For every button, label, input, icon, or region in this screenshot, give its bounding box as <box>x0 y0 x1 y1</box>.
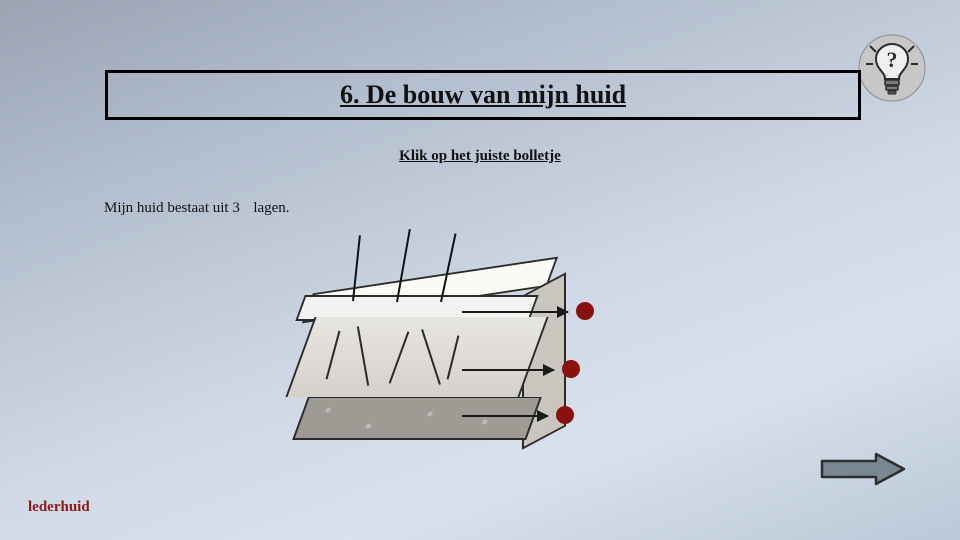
pointer-line-2 <box>462 369 554 371</box>
arrow-right-icon <box>820 452 906 486</box>
body-post: lagen. <box>253 200 289 216</box>
instruction-text: Klik op het juiste bolletje <box>0 148 960 165</box>
body-sentence: Mijn huid bestaat uit 3 lagen. <box>104 200 290 217</box>
slide: ? 6. De bouw van mijn huid Klik op het j… <box>0 0 960 540</box>
dot-dermis[interactable] <box>562 360 580 378</box>
body-pre: Mijn huid bestaat uit 3 <box>104 200 240 216</box>
dot-hypodermis[interactable] <box>556 406 574 424</box>
pointer-line-1 <box>462 311 568 313</box>
layer-dermis <box>285 317 548 397</box>
slide-title: 6. De bouw van mijn huid <box>340 80 626 110</box>
skin-diagram <box>300 240 540 470</box>
next-button[interactable] <box>820 452 906 486</box>
answer-label: lederhuid <box>28 499 90 516</box>
pointer-line-3 <box>462 415 548 417</box>
layer-hypodermis <box>292 397 542 440</box>
lightbulb-question-icon[interactable]: ? <box>858 34 926 102</box>
svg-text:?: ? <box>887 47 898 72</box>
title-box: 6. De bouw van mijn huid <box>105 70 861 120</box>
dot-epidermis[interactable] <box>576 302 594 320</box>
